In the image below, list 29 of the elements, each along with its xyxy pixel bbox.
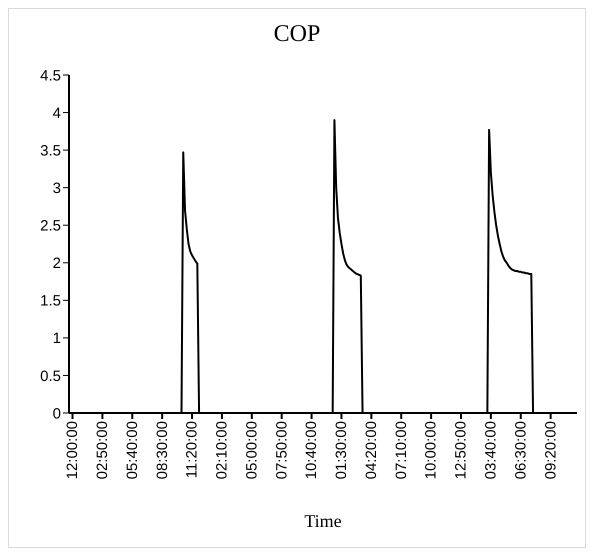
x-tick-label: 07:50:00 [273, 421, 290, 480]
x-tick-label: 07:10:00 [392, 421, 410, 480]
chart-title: COP [272, 21, 322, 48]
y-tick-label: 3 [52, 180, 61, 197]
x-tick-label: 12:00:00 [64, 421, 82, 480]
x-tick-label: 10:40:00 [303, 421, 320, 480]
x-tick-label: 09:20:00 [542, 421, 560, 480]
y-tick-label: 4.5 [40, 67, 61, 84]
x-tick-label: 04:20:00 [362, 421, 380, 480]
y-tick-label: 0.5 [40, 368, 61, 385]
y-tick-label: 0 [52, 405, 61, 422]
x-tick-label: 05:40:00 [124, 421, 141, 480]
x-tick-label: 06:30:00 [512, 421, 530, 480]
x-axis-title: Time [303, 511, 343, 532]
y-tick-label: 2 [52, 255, 61, 272]
x-tick-label: 02:10:00 [214, 421, 231, 480]
x-tick-label: 11:20:00 [184, 421, 201, 478]
y-tick-label: 1 [52, 330, 61, 348]
x-tick-label: 03:40:00 [482, 421, 500, 480]
x-tick-label: 02:50:00 [94, 421, 112, 480]
y-tick-label: 1.5 [40, 292, 61, 310]
y-tick-label: 3.5 [40, 142, 61, 160]
x-tick-label: 08:30:00 [154, 421, 171, 480]
x-tick-label: 10:00:00 [422, 421, 440, 480]
x-tick-label: 01:30:00 [333, 421, 350, 480]
y-tick-label: 4 [52, 104, 61, 122]
x-tick-label: 05:00:00 [243, 421, 260, 480]
x-tick-label: 12:50:00 [452, 421, 470, 480]
y-tick-label: 2.5 [40, 218, 61, 235]
